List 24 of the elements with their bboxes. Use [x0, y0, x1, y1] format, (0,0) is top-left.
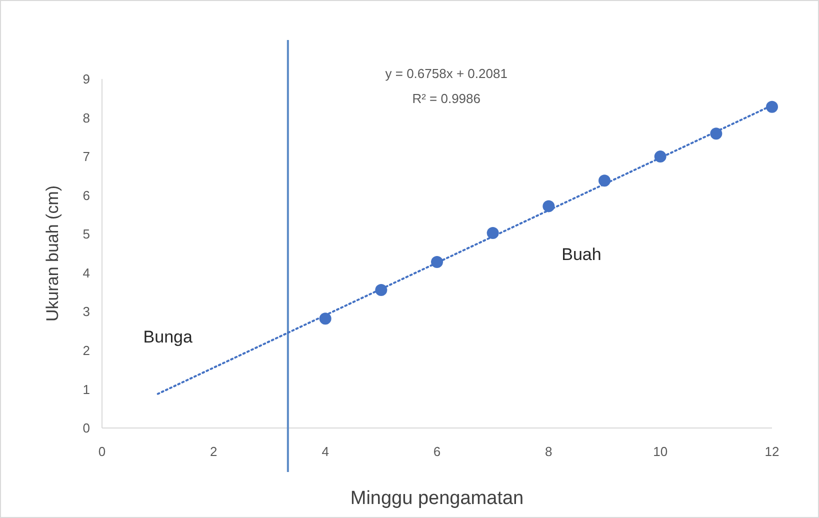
y-tick-label: 3 [82, 304, 90, 320]
y-axis-title: Ukuran buah (cm) [43, 185, 62, 322]
y-tick-label: 7 [82, 149, 90, 164]
annotation: R² = 0.9986 [412, 90, 481, 106]
y-tick-label: 0 [82, 420, 90, 436]
x-axis-title: Minggu pengamatan [350, 488, 524, 509]
annotation: y = 0.6758x + 0.2081 [385, 66, 508, 82]
y-tick-label: 9 [82, 72, 90, 87]
x-tick-label: 4 [322, 444, 329, 459]
x-tick-label: 0 [98, 444, 106, 459]
y-tick-label: 6 [82, 188, 90, 203]
y-tick-label: 8 [82, 110, 90, 126]
x-tick-label: 12 [764, 444, 780, 459]
y-tick-label: 5 [82, 226, 90, 242]
x-tick-label: 2 [210, 444, 218, 459]
point [766, 100, 778, 113]
y-tick-label: 4 [82, 265, 90, 280]
x-tick-label: 8 [545, 444, 552, 459]
y-tick-label: 1 [82, 382, 90, 397]
annotation: Bunga [143, 328, 194, 347]
x-tick-label: 10 [653, 444, 668, 459]
y-tick-label: 2 [82, 342, 90, 358]
annotation: Buah [562, 244, 602, 264]
x-tick-label: 6 [433, 444, 441, 459]
